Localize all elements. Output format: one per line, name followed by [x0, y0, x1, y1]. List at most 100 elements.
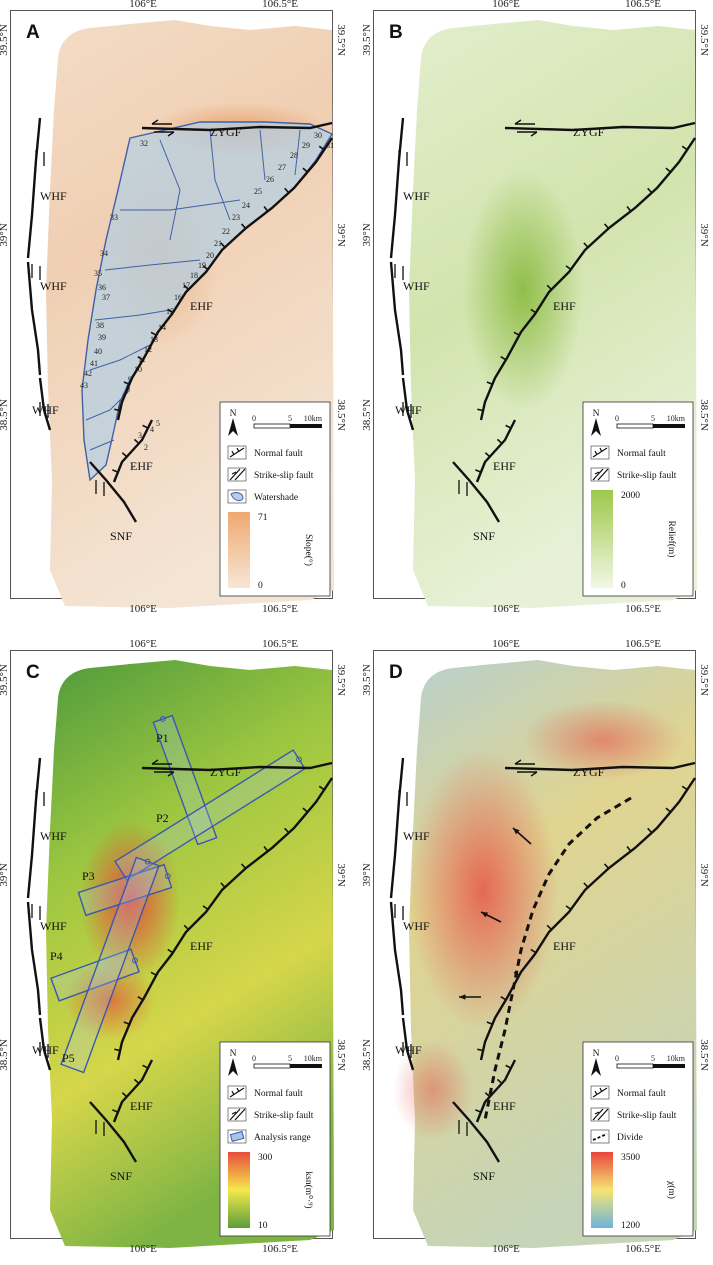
fault-label-ehf: EHF: [130, 459, 153, 473]
strike-slip-marker: [39, 1042, 49, 1058]
bottom-tick-0: 106°E: [129, 1243, 157, 1255]
fault-ehf1: [479, 777, 696, 1061]
legend: N 0 5 10km Normal fault Strike-slip fault 2000…: [582, 401, 694, 597]
right-tick-1: 39°N: [698, 863, 710, 886]
fault-label-whf: WHF: [40, 919, 67, 933]
fault-whf2: [389, 261, 405, 376]
scale-zero: 0: [615, 1054, 619, 1063]
legend: N 0 5 10km Normal fault Strike-slip fault Wate…: [219, 401, 331, 597]
north-label: N: [593, 1049, 600, 1059]
colorbar: [228, 512, 250, 588]
scale-zero: 0: [252, 414, 256, 423]
strike-slip-marker: [458, 480, 468, 496]
fault-label-snf: SNF: [473, 529, 495, 543]
colorbar: [591, 490, 613, 588]
normal-fault-icon: [229, 447, 245, 458]
map-svg-a: 1234567891011121314151617181920212223242…: [0, 0, 347, 615]
strike-slip-fault-icon: [592, 468, 609, 481]
strike-slip-marker: [39, 402, 49, 418]
scale-mid: 5: [288, 414, 292, 423]
strike-slip-marker: [394, 264, 404, 280]
basin-number-19: 19: [198, 261, 206, 270]
left-tick-1: 39°N: [361, 223, 373, 246]
strike-slip-marker: [402, 1042, 412, 1058]
basin-number-24: 24: [242, 201, 250, 210]
scale-mid: 5: [651, 414, 655, 423]
strike-slip-fault-icon: [592, 1108, 609, 1121]
basin-number-22: 22: [222, 227, 230, 236]
strike-slip-marker: [31, 904, 41, 920]
strike-slip-marker: [398, 150, 408, 166]
top-tick-1: 106.5°E: [625, 0, 661, 10]
north-label: N: [230, 409, 237, 419]
fault-snf: [452, 1101, 501, 1163]
left-tick-1: 39°N: [0, 863, 10, 886]
profile-label-p1: P1: [156, 731, 169, 745]
map-panel-b: ZYGF WHF WHF WHF EHF EHF SNF B 106°E 106.5°E 106°E…: [361, 0, 713, 615]
colorbar-max: 300: [258, 1153, 273, 1163]
legend-item-2: Divide: [617, 1133, 643, 1143]
right-tick-2: 38.5°N: [698, 1039, 710, 1071]
fault-label-snf: SNF: [110, 529, 132, 543]
left-tick-0: 39.5°N: [361, 664, 373, 696]
top-tick-1: 106.5°E: [262, 0, 298, 10]
left-tick-1: 39°N: [0, 223, 10, 246]
fault-whf2: [26, 261, 42, 376]
analysis-range-p1: [152, 714, 218, 846]
basin-number-30: 30: [314, 131, 322, 140]
bottom-tick-1: 106.5°E: [625, 603, 661, 615]
scale-end: 10km: [667, 414, 686, 423]
fault-whf1: [26, 117, 42, 259]
fault-label-whf: WHF: [395, 1043, 422, 1057]
legend-item-1: Strike-slip fault: [254, 470, 314, 481]
north-label: N: [230, 1049, 237, 1059]
colorbar-max: 3500: [621, 1153, 640, 1163]
legend-item-1: Strike-slip fault: [254, 1110, 314, 1121]
normal-fault-icon: [229, 1087, 245, 1098]
colorbar: [228, 1152, 250, 1228]
fault-label-ehf: EHF: [493, 1099, 516, 1113]
fault-zygf: [504, 121, 696, 132]
normal-fault-icon: [592, 1087, 608, 1098]
fault-whf3: [401, 377, 415, 431]
basin-number-41: 41: [90, 359, 98, 368]
map-svg-d: ZYGF WHF WHF WHF EHF EHF SNF D 106°E 106.5°E 106°E…: [361, 638, 710, 1255]
basin-number-21: 21: [214, 239, 222, 248]
left-tick-0: 39.5°N: [361, 24, 373, 56]
drainage-divide: [483, 796, 632, 1121]
scale-bar-white: [253, 423, 291, 429]
profile-label-p3: P3: [82, 869, 95, 883]
right-tick-0: 39.5°N: [335, 664, 347, 696]
colorbar-min: 1200: [621, 1221, 640, 1231]
top-tick-0: 106°E: [129, 0, 157, 10]
fault-label-ehf: EHF: [493, 459, 516, 473]
scale-mid: 5: [288, 1054, 292, 1063]
top-tick-0: 106°E: [492, 0, 520, 10]
left-tick-0: 39.5°N: [0, 24, 10, 56]
panel-label-a: A: [26, 22, 40, 43]
scale-bar-white: [253, 1063, 291, 1069]
basin-number-5: 5: [156, 419, 160, 428]
right-tick-2: 38.5°N: [335, 399, 347, 431]
basin-number-18: 18: [190, 271, 198, 280]
basin-number-31: 31: [326, 141, 334, 150]
colorbar-max: 2000: [621, 491, 640, 501]
analysis-range-p2: [114, 749, 306, 881]
divide-icon: [592, 1133, 608, 1141]
fault-label-ehf: EHF: [190, 939, 213, 953]
basin-number-36: 36: [98, 283, 106, 292]
map-svg-b: ZYGF WHF WHF WHF EHF EHF SNF B 106°E 106.5°E 106°E…: [361, 0, 710, 615]
scale-bar-black: [653, 424, 685, 428]
fault-label-zygf: ZYGF: [573, 125, 605, 139]
analysis-range-icon: [229, 1130, 245, 1143]
basin-number-28: 28: [290, 151, 298, 160]
basin-number-3: 3: [138, 431, 142, 440]
colorbar-min: 0: [258, 581, 263, 591]
scale-end: 10km: [304, 414, 323, 423]
left-tick-2: 38.5°N: [361, 1039, 373, 1071]
strike-slip-marker: [35, 150, 45, 166]
basin-number-43: 43: [80, 381, 88, 390]
basin-number-26: 26: [266, 175, 274, 184]
legend: N 0 5 10km Normal fault Strike-slip fault Anal…: [219, 1041, 331, 1237]
legend-item-0: Normal fault: [254, 448, 303, 459]
